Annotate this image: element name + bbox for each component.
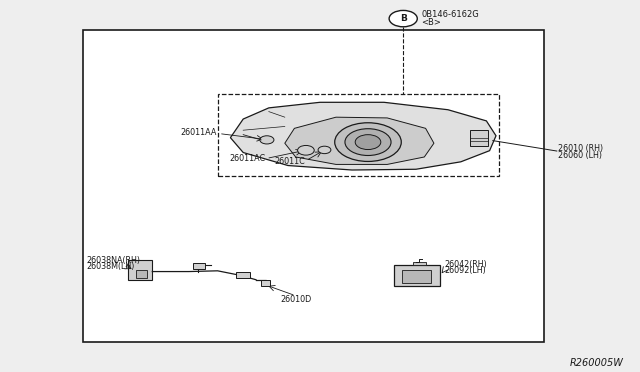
Circle shape (345, 129, 391, 155)
Bar (394, 265, 440, 286)
Bar (402, 270, 431, 283)
Text: 26010D: 26010D (280, 295, 311, 304)
Bar (413, 262, 426, 265)
Text: 26042(RH): 26042(RH) (445, 260, 488, 269)
Text: B: B (400, 14, 406, 23)
Circle shape (335, 123, 401, 161)
Text: 26092(LH): 26092(LH) (445, 266, 486, 275)
Text: 26060 (LH): 26060 (LH) (558, 151, 602, 160)
Text: 26011AC: 26011AC (229, 154, 265, 163)
Polygon shape (230, 102, 496, 170)
Bar (136, 270, 147, 278)
Circle shape (389, 10, 417, 27)
Circle shape (355, 135, 381, 150)
Bar (261, 280, 270, 286)
Circle shape (260, 136, 274, 144)
Bar (236, 272, 250, 278)
Circle shape (298, 145, 314, 155)
Text: 26038M(LH): 26038M(LH) (86, 262, 135, 271)
Text: 26038NA(RH): 26038NA(RH) (86, 256, 140, 265)
Text: 26011AA: 26011AA (180, 128, 217, 137)
Text: 26011C: 26011C (274, 157, 305, 166)
Text: 0B146-6162G: 0B146-6162G (421, 10, 479, 19)
Polygon shape (285, 117, 434, 164)
Bar (218, 94, 499, 176)
Bar (193, 263, 205, 269)
Bar (83, 30, 544, 342)
Circle shape (318, 146, 331, 154)
Text: <B>: <B> (421, 18, 441, 27)
Text: R260005W: R260005W (570, 358, 624, 368)
Text: 26010 (RH): 26010 (RH) (558, 144, 604, 153)
Bar (470, 130, 488, 146)
Bar (128, 260, 152, 280)
